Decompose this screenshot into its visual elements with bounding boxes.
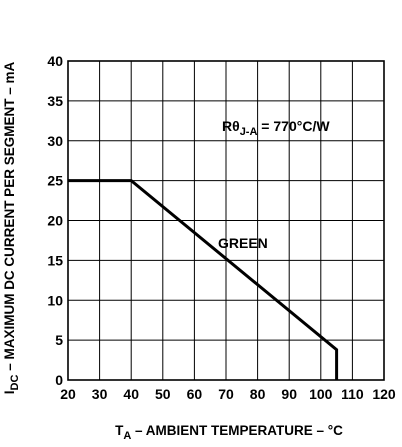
x-tick-label: 90 — [281, 386, 297, 402]
x-axis-title-sub: A — [123, 430, 131, 442]
x-axis-title-rest: – AMBIENT TEMPERATURE – °C — [131, 423, 343, 438]
y-tick-label: 40 — [47, 53, 63, 69]
thermal-resistance-rest: = 770°C/W — [257, 118, 330, 134]
x-tick-label: 70 — [218, 386, 234, 402]
y-tick-label: 15 — [47, 252, 63, 268]
y-tick-label: 30 — [47, 133, 63, 149]
x-tick-label: 50 — [155, 386, 171, 402]
y-tick-label: 25 — [47, 173, 63, 189]
x-axis-title: TA – AMBIENT TEMPERATURE – °C — [115, 423, 343, 442]
x-axis-title-main: T — [115, 423, 124, 438]
thermal-resistance-annotation: RθJ-A = 770°C/W — [222, 118, 330, 138]
y-axis-title-rest: – MAXIMUM DC CURRENT PER SEGMENT – mA — [2, 62, 17, 375]
thermal-resistance-main: Rθ — [222, 118, 240, 134]
x-tick-label: 100 — [309, 386, 333, 402]
x-tick-label: 30 — [92, 386, 108, 402]
x-tick-label: 110 — [341, 386, 364, 402]
y-tick-labels: 0 5 10 15 20 25 30 35 40 — [47, 53, 63, 388]
x-tick-label: 80 — [250, 386, 266, 402]
y-axis-title-main: I — [2, 390, 17, 394]
y-axis-title: IDC – MAXIMUM DC CURRENT PER SEGMENT – m… — [2, 62, 21, 395]
y-tick-label: 35 — [47, 93, 63, 109]
plot-frame — [67, 60, 385, 381]
x-tick-label: 120 — [372, 386, 396, 402]
y-tick-label: 0 — [55, 372, 63, 388]
x-tick-label: 60 — [187, 386, 203, 402]
y-axis-title-sub: DC — [9, 375, 21, 391]
series-label-green: GREEN — [218, 235, 268, 251]
thermal-resistance-sub: J-A — [240, 126, 258, 138]
y-tick-label: 10 — [47, 292, 63, 308]
x-tick-label: 40 — [123, 386, 139, 402]
y-tick-label: 5 — [55, 332, 63, 348]
x-tick-label: 20 — [60, 386, 76, 402]
series-line-green — [68, 179, 339, 380]
grid — [68, 61, 384, 380]
x-tick-labels: 20 30 40 50 60 70 80 90 100 110 120 — [60, 386, 396, 402]
y-tick-label: 20 — [47, 213, 63, 229]
